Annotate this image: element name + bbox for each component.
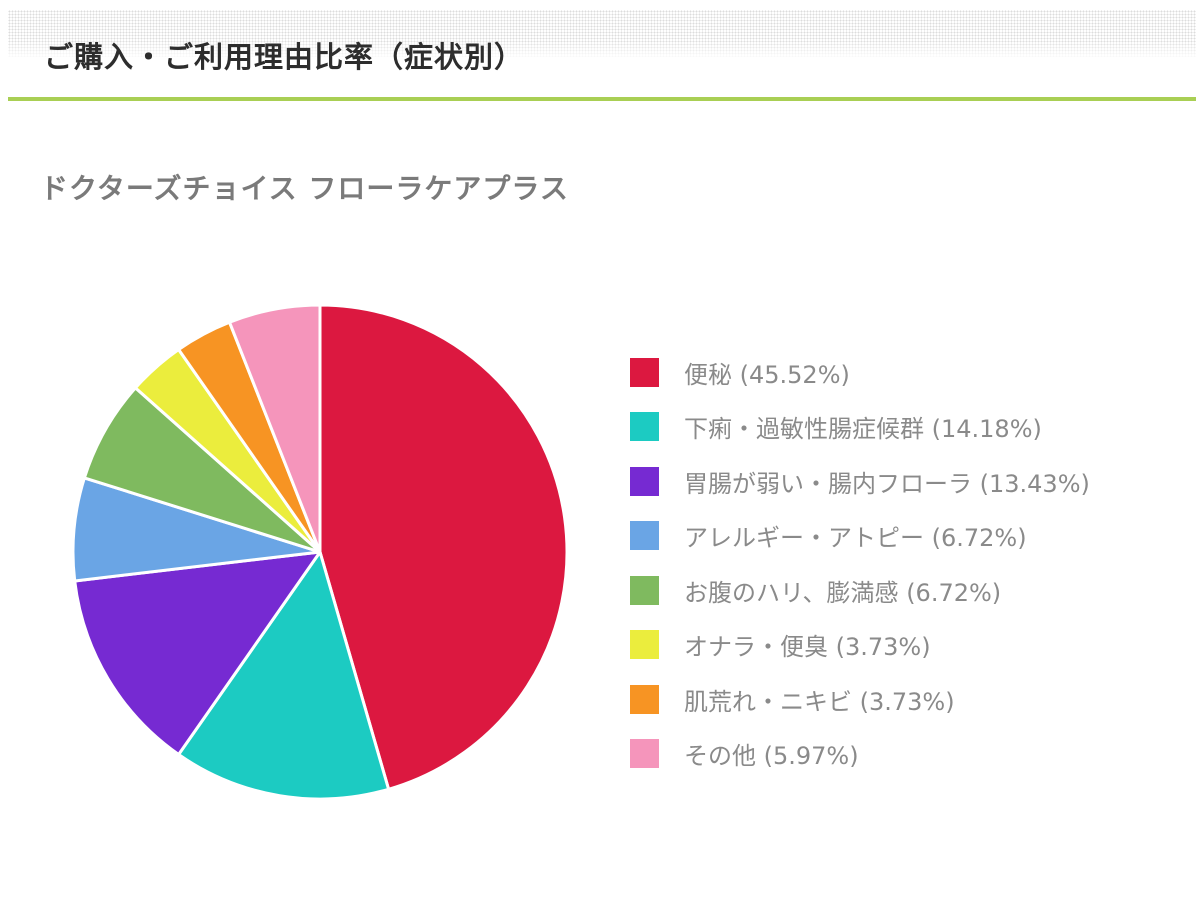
legend-swatch bbox=[630, 575, 659, 605]
legend-swatch bbox=[630, 357, 659, 387]
legend-item: オナラ・便臭 (3.73%) bbox=[630, 618, 1090, 673]
legend-label: その他 (5.97%) bbox=[684, 742, 859, 771]
legend-swatch bbox=[630, 630, 659, 660]
legend-item: アレルギー・アトピー (6.72%) bbox=[630, 509, 1090, 564]
legend-label: 肌荒れ・ニキビ (3.73%) bbox=[684, 687, 955, 716]
legend-swatch bbox=[630, 521, 659, 551]
legend-swatch bbox=[630, 466, 659, 496]
pie-slice bbox=[318, 303, 569, 791]
chart-legend: 便秘 (45.52%) 下痢・過敏性腸症候群 (14.18%) 胃腸が弱い・腸内フロ… bbox=[630, 345, 1090, 781]
chart-title: ドクターズチョイス フローラケアプラス bbox=[40, 172, 569, 205]
legend-item: 胃腸が弱い・腸内フローラ (13.43%) bbox=[630, 454, 1090, 509]
legend-item: 肌荒れ・ニキビ (3.73%) bbox=[630, 672, 1090, 727]
legend-swatch bbox=[630, 684, 659, 714]
legend-label: お腹のハリ、膨満感 (6.72%) bbox=[684, 578, 1002, 607]
legend-item: お腹のハリ、膨満感 (6.72%) bbox=[630, 563, 1090, 618]
legend-swatch bbox=[630, 412, 659, 442]
header-fade bbox=[8, 40, 1196, 60]
legend-label: 下痢・過敏性腸症候群 (14.18%) bbox=[684, 415, 1042, 444]
legend-swatch bbox=[630, 739, 659, 769]
pie-chart bbox=[71, 303, 569, 801]
legend-label: 便秘 (45.52%) bbox=[684, 360, 850, 389]
legend-item: 下痢・過敏性腸症候群 (14.18%) bbox=[630, 400, 1090, 455]
legend-label: アレルギー・アトピー (6.72%) bbox=[684, 524, 1027, 553]
pie-slice bbox=[177, 550, 391, 801]
pie-slice bbox=[228, 303, 322, 554]
legend-label: 胃腸が弱い・腸内フローラ (13.43%) bbox=[684, 469, 1090, 498]
pie-slice bbox=[73, 550, 322, 757]
title-divider bbox=[8, 97, 1196, 101]
legend-item: 便秘 (45.52%) bbox=[630, 345, 1090, 400]
legend-item: その他 (5.97%) bbox=[630, 727, 1090, 782]
legend-label: オナラ・便臭 (3.73%) bbox=[684, 633, 931, 662]
page-title: ご購入・ご利用理由比率（症状別） bbox=[44, 40, 525, 74]
